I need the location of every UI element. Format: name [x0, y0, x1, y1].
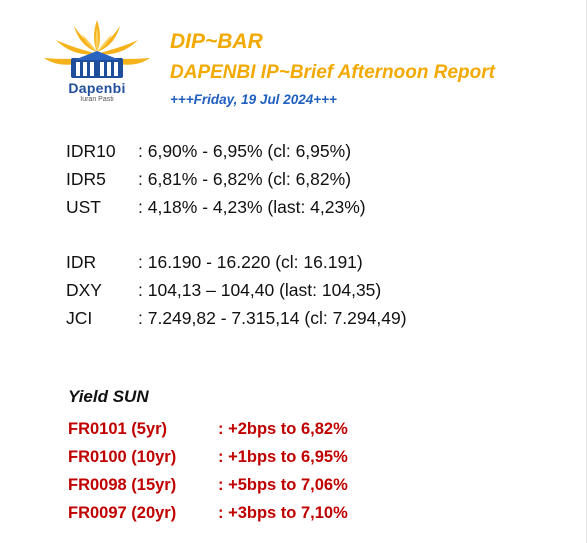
rate-row-idr10: IDR10 : 6,90% - 6,95% (cl: 6,95%) [66, 138, 351, 164]
market-row-idr: IDR : 16.190 - 16.220 (cl: 16.191) [66, 249, 363, 275]
market-row-dxy: DXY : 104,13 – 104,40 (last: 104,35) [66, 277, 381, 303]
rate-label: IDR10 [66, 141, 116, 161]
market-value: : 7.249,82 - 7.315,14 (cl: 7.294,49) [138, 308, 407, 328]
logo-name: Dapenbi [68, 80, 126, 96]
bond-name: FR0100 (10yr) [68, 448, 177, 466]
bond-change: : +5bps to 7,06% [218, 476, 348, 494]
bond-change: : +2bps to 6,82% [218, 420, 348, 438]
sunburst-icon [44, 20, 150, 78]
market-label: IDR [66, 252, 97, 272]
rate-row-ust: UST : 4,18% - 4,23% (last: 4,23%) [66, 194, 366, 220]
market-label: JCI [66, 308, 93, 328]
bond-change: : +3bps to 7,10% [218, 504, 348, 522]
rate-value: : 6,90% - 6,95% (cl: 6,95%) [138, 141, 352, 161]
logo-tagline: Iuran Pasti [80, 96, 114, 103]
bond-name: FR0098 (15yr) [68, 476, 177, 494]
bond-name: FR0101 (5yr) [68, 420, 168, 438]
yield-row-fr0101: FR0101 (5yr) : +2bps to 6,82% [68, 415, 348, 443]
yield-row-fr0098: FR0098 (15yr) : +5bps to 7,06% [68, 471, 348, 499]
market-value: : 16.190 - 16.220 (cl: 16.191) [138, 252, 363, 272]
market-label: DXY [66, 280, 102, 300]
rate-value: : 4,18% - 4,23% (last: 4,23%) [138, 197, 366, 217]
bond-name: FR0097 (20yr) [68, 504, 177, 522]
yield-row-fr0100: FR0100 (10yr) : +1bps to 6,95% [68, 443, 348, 471]
dapenbi-logo: Dapenbi Iuran Pasti [38, 18, 156, 110]
rate-label: UST [66, 197, 101, 217]
yield-sun-title: Yield SUN [68, 387, 149, 406]
market-value: : 104,13 – 104,40 (last: 104,35) [138, 280, 382, 300]
report-date: +++Friday, 19 Jul 2024+++ [170, 92, 337, 107]
bond-change: : +1bps to 6,95% [218, 448, 348, 466]
report-title: DIP~BAR [170, 30, 263, 53]
market-row-jci: JCI : 7.249,82 - 7.315,14 (cl: 7.294,49) [66, 305, 407, 331]
rate-label: IDR5 [66, 169, 106, 189]
yield-row-fr0097: FR0097 (20yr) : +3bps to 7,10% [68, 499, 348, 527]
rate-value: : 6,81% - 6,82% (cl: 6,82%) [138, 169, 352, 189]
rate-row-idr5: IDR5 : 6,81% - 6,82% (cl: 6,82%) [66, 166, 351, 192]
report-subtitle: DAPENBI IP~Brief Afternoon Report [170, 62, 495, 83]
